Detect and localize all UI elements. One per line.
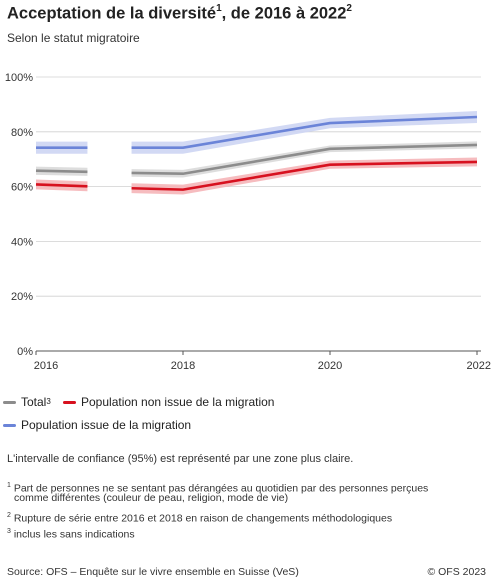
source-text: Source: OFS – Enquête sur le vivre ensem… xyxy=(7,566,299,578)
title-text: Acceptation de la diversité xyxy=(7,4,217,23)
x-axis-ticks: 2016 2018 2020 2022 xyxy=(34,351,491,372)
x-tick-label: 2022 xyxy=(467,360,491,372)
legend-label-non-migration: Population non issue de la migration xyxy=(81,395,275,409)
footnote-1-line-1: Part de personnes ne se sentant pas déra… xyxy=(13,482,429,495)
footnote-3: 3 inclus les sans indications xyxy=(7,525,135,542)
title-rest: , de 2016 à 2022 xyxy=(221,4,347,23)
legend-item-total: Total 3 xyxy=(3,395,51,409)
series-line xyxy=(131,115,478,149)
series-line xyxy=(35,183,88,188)
title-footnote-1: 1 xyxy=(216,3,222,14)
legend-item-migration: Population issue de la migration xyxy=(3,418,191,432)
footnote-1-marker: 1 xyxy=(7,482,11,489)
series-line xyxy=(131,143,478,176)
legend-label-migration: Population issue de la migration xyxy=(21,418,192,432)
footnote-2: 2 Rupture de série entre 2016 et 2018 en… xyxy=(7,509,392,526)
y-tick-label: 60% xyxy=(11,182,33,194)
footnote-3-marker: 3 xyxy=(7,528,11,535)
legend-item-non-migration: Population non issue de la migration xyxy=(63,395,274,409)
footnote-2-marker: 2 xyxy=(7,512,11,519)
chart-title: Acceptation de la diversité1, de 2016 à … xyxy=(7,3,352,24)
y-axis-ticks: 0% 20% 40% 60% 80% 100% xyxy=(5,72,33,358)
y-tick-label: 0% xyxy=(17,346,33,358)
footnote-2-text: Rupture de série entre 2016 et 2018 en r… xyxy=(13,512,393,525)
x-tick-label: 2016 xyxy=(34,360,58,372)
legend-label-total: Total xyxy=(21,395,47,409)
legend-swatch-migration xyxy=(3,423,16,427)
series-line xyxy=(35,169,88,174)
series-line xyxy=(131,160,478,191)
confidence-band xyxy=(131,157,478,195)
footnote-3-text: inclus les sans indications xyxy=(13,528,135,541)
y-tick-label: 80% xyxy=(11,127,33,139)
legend-footnote-3: 3 xyxy=(46,396,51,406)
confidence-bands xyxy=(36,110,478,195)
x-tick-label: 2018 xyxy=(171,360,195,372)
line-chart: 0% 20% 40% 60% 80% 100% 2016 2018 2020 2022 xyxy=(5,72,491,372)
y-tick-label: 20% xyxy=(11,291,33,303)
footnote-1-continuation: comme différentes (couleur de peau, reli… xyxy=(14,492,289,504)
legend-swatch-total xyxy=(3,400,16,404)
title-footnote-2: 2 xyxy=(346,3,352,14)
x-tick-label: 2020 xyxy=(318,360,342,372)
y-tick-label: 40% xyxy=(11,236,33,248)
chart-subtitle: Selon le statut migratoire xyxy=(7,31,140,45)
series-lines xyxy=(35,115,478,191)
confidence-interval-note: L'intervalle de confiance (95%) est repr… xyxy=(7,453,354,465)
y-tick-label: 100% xyxy=(5,72,33,84)
copyright-text: © OFS 2023 xyxy=(427,566,486,578)
footnote-1: 1 Part de personnes ne se sentant pas dé… xyxy=(7,479,428,496)
legend-swatch-non-migration xyxy=(63,400,76,404)
